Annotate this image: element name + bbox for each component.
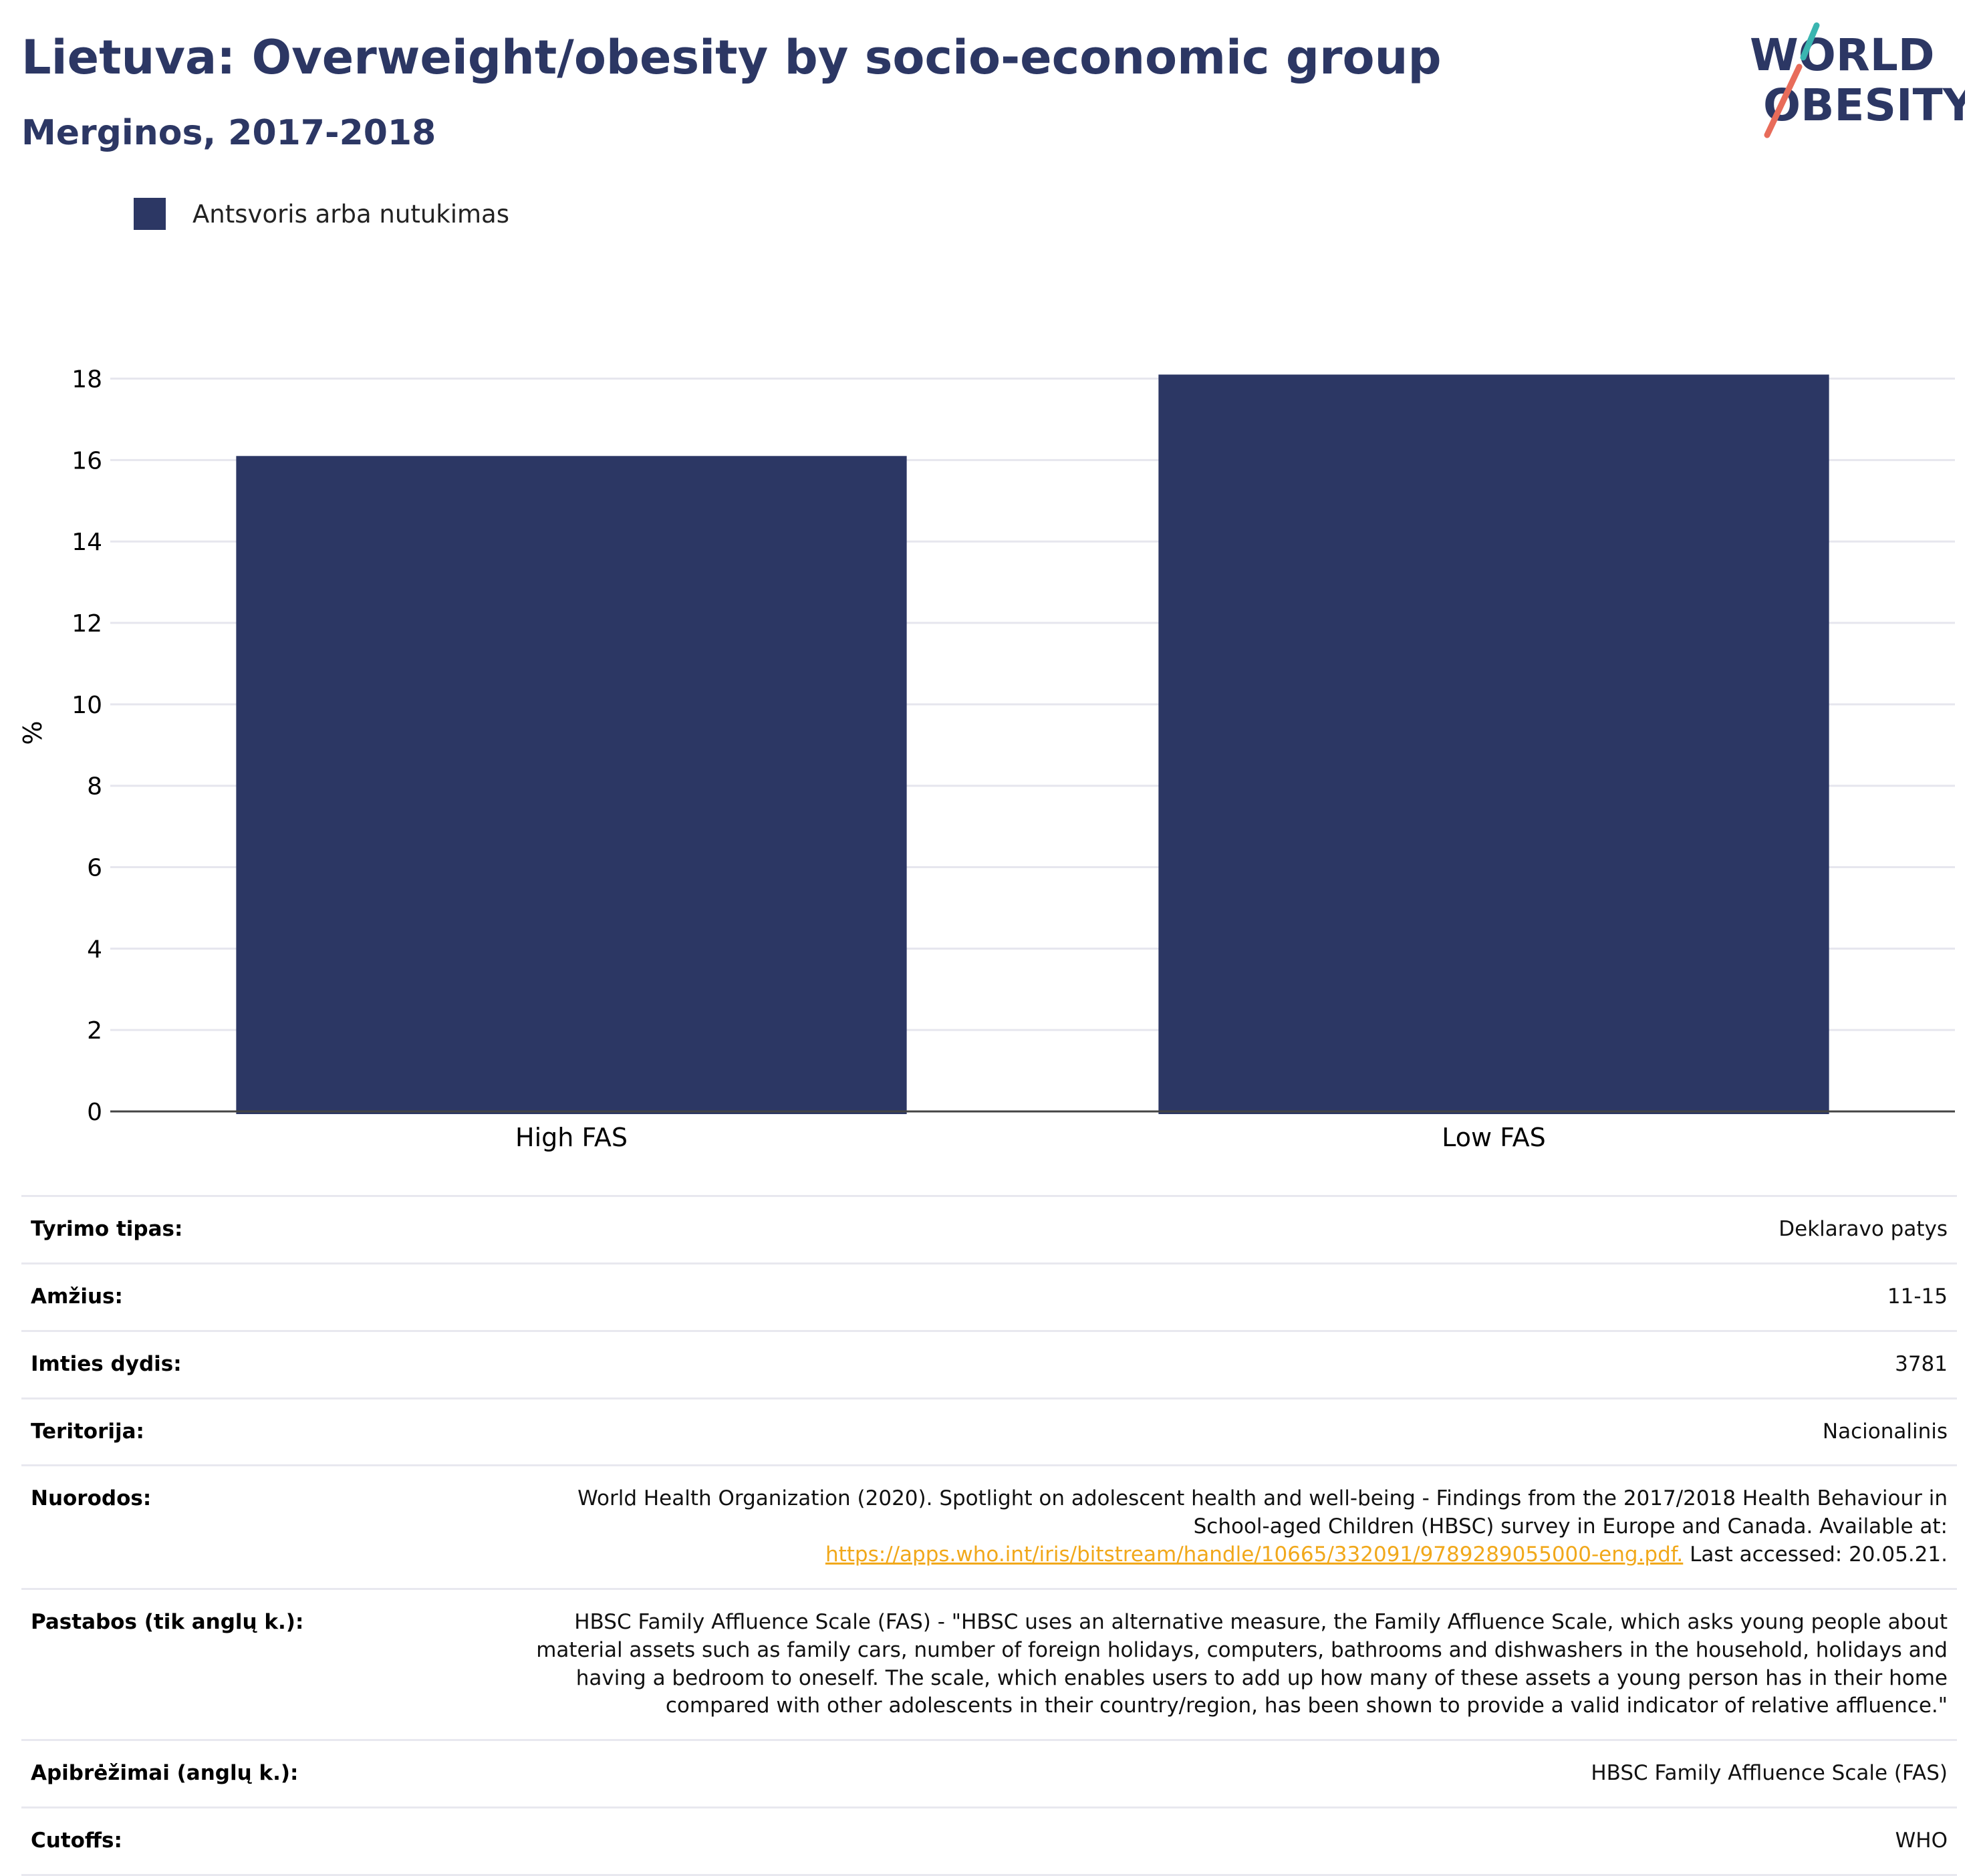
y-tick-label: 12 — [72, 610, 102, 638]
info-row: Teritorija: Nacionalinis — [21, 1399, 1957, 1467]
info-value: HBSC Family Affluence Scale (FAS) — [1591, 1760, 1948, 1788]
info-value-text: WHO — [1895, 1829, 1948, 1853]
info-value-text: World Health Organization (2020). Spotli… — [577, 1486, 1948, 1539]
bar-chart: 0 2 4 6 8 10 12 14 16 18 High FAS Low FAS % — [18, 366, 1955, 1152]
info-label: Amžius: — [31, 1284, 123, 1309]
y-tick-label: 16 — [72, 447, 102, 475]
x-tick-label: High FAS — [515, 1123, 628, 1152]
world-obesity-logo: WORLD OBESITY — [1750, 22, 1965, 138]
y-tick-label: 0 — [87, 1099, 102, 1126]
y-tick-label: 6 — [87, 855, 102, 882]
y-tick-label: 4 — [87, 936, 102, 963]
bars — [236, 374, 1829, 1114]
info-label: Apibrėžimai (anglų k.): — [31, 1761, 299, 1786]
info-label: Cutoffs: — [31, 1829, 122, 1853]
info-value: 11-15 — [1887, 1283, 1948, 1311]
x-tick-label: Low FAS — [1442, 1123, 1545, 1152]
legend: Antsvoris arba nutukimas — [134, 198, 509, 230]
x-tick-labels: High FAS Low FAS — [515, 1123, 1546, 1152]
bar-high-fas[interactable] — [236, 456, 907, 1114]
info-value-text: Deklaravo patys — [1778, 1217, 1948, 1241]
y-tick-label: 10 — [72, 692, 102, 719]
info-label: Pastabos (tik anglų k.): — [31, 1609, 304, 1634]
info-row: Nuorodos: World Health Organization (2020… — [21, 1466, 1957, 1590]
info-value: Nacionalinis — [1823, 1418, 1948, 1446]
y-tick-label: 14 — [72, 529, 102, 556]
info-value-text: Nacionalinis — [1822, 1419, 1948, 1444]
info-row: Cutoffs: WHO — [21, 1808, 1957, 1876]
info-value-text: 3781 — [1895, 1351, 1948, 1376]
info-value: HBSC Family Affluence Scale (FAS) - "HBS… — [517, 1609, 1948, 1720]
legend-label: Antsvoris arba nutukimas — [192, 199, 509, 229]
y-tick-labels: 0 2 4 6 8 10 12 14 16 18 — [72, 366, 102, 1126]
info-value: Deklaravo patys — [1778, 1216, 1948, 1244]
chart-subtitle: Merginos, 2017-2018 — [21, 113, 436, 153]
info-label: Nuorodos: — [31, 1486, 152, 1511]
info-value-text: HBSC Family Affluence Scale (FAS) - "HBS… — [536, 1609, 1948, 1718]
info-value-suffix: Last accessed: 20.05.21. — [1683, 1543, 1948, 1567]
info-row: Apibrėžimai (anglų k.): HBSC Family Afflu… — [21, 1741, 1957, 1809]
bar-low-fas[interactable] — [1158, 374, 1829, 1114]
logo-slash-bottom — [1764, 63, 1803, 138]
info-table: Tyrimo tipas: Deklaravo patys Amžius: 11-15… — [21, 1195, 1957, 1876]
logo-slash-top — [1800, 22, 1820, 61]
info-label: Teritorija: — [31, 1419, 144, 1444]
y-tick-label: 18 — [72, 366, 102, 394]
info-value: WHO — [1895, 1827, 1948, 1855]
logo-line-obesity: OBESITY — [1763, 80, 1965, 131]
info-value: 3781 — [1895, 1351, 1948, 1379]
y-axis-label: % — [18, 720, 47, 745]
info-row: Tyrimo tipas: Deklaravo patys — [21, 1197, 1957, 1264]
y-tick-label: 8 — [87, 773, 102, 801]
info-label: Tyrimo tipas: — [31, 1217, 183, 1241]
info-value-text: 11-15 — [1887, 1284, 1948, 1309]
chart-title: Lietuva: Overweight/obesity by socio-eco… — [21, 30, 1442, 85]
info-row: Imties dydis: 3781 — [21, 1332, 1957, 1399]
info-value: World Health Organization (2020). Spotli… — [517, 1485, 1948, 1569]
logo-line-world: WORLD — [1750, 29, 1935, 81]
legend-swatch — [134, 198, 166, 230]
reference-link[interactable]: https://apps.who.int/iris/bitstream/hand… — [825, 1543, 1684, 1567]
info-value-text: HBSC Family Affluence Scale (FAS) — [1591, 1761, 1948, 1786]
info-row: Pastabos (tik anglų k.): HBSC Family Affl… — [21, 1590, 1957, 1742]
info-label: Imties dydis: — [31, 1351, 182, 1376]
y-tick-label: 2 — [87, 1017, 102, 1045]
info-row: Amžius: 11-15 — [21, 1264, 1957, 1332]
